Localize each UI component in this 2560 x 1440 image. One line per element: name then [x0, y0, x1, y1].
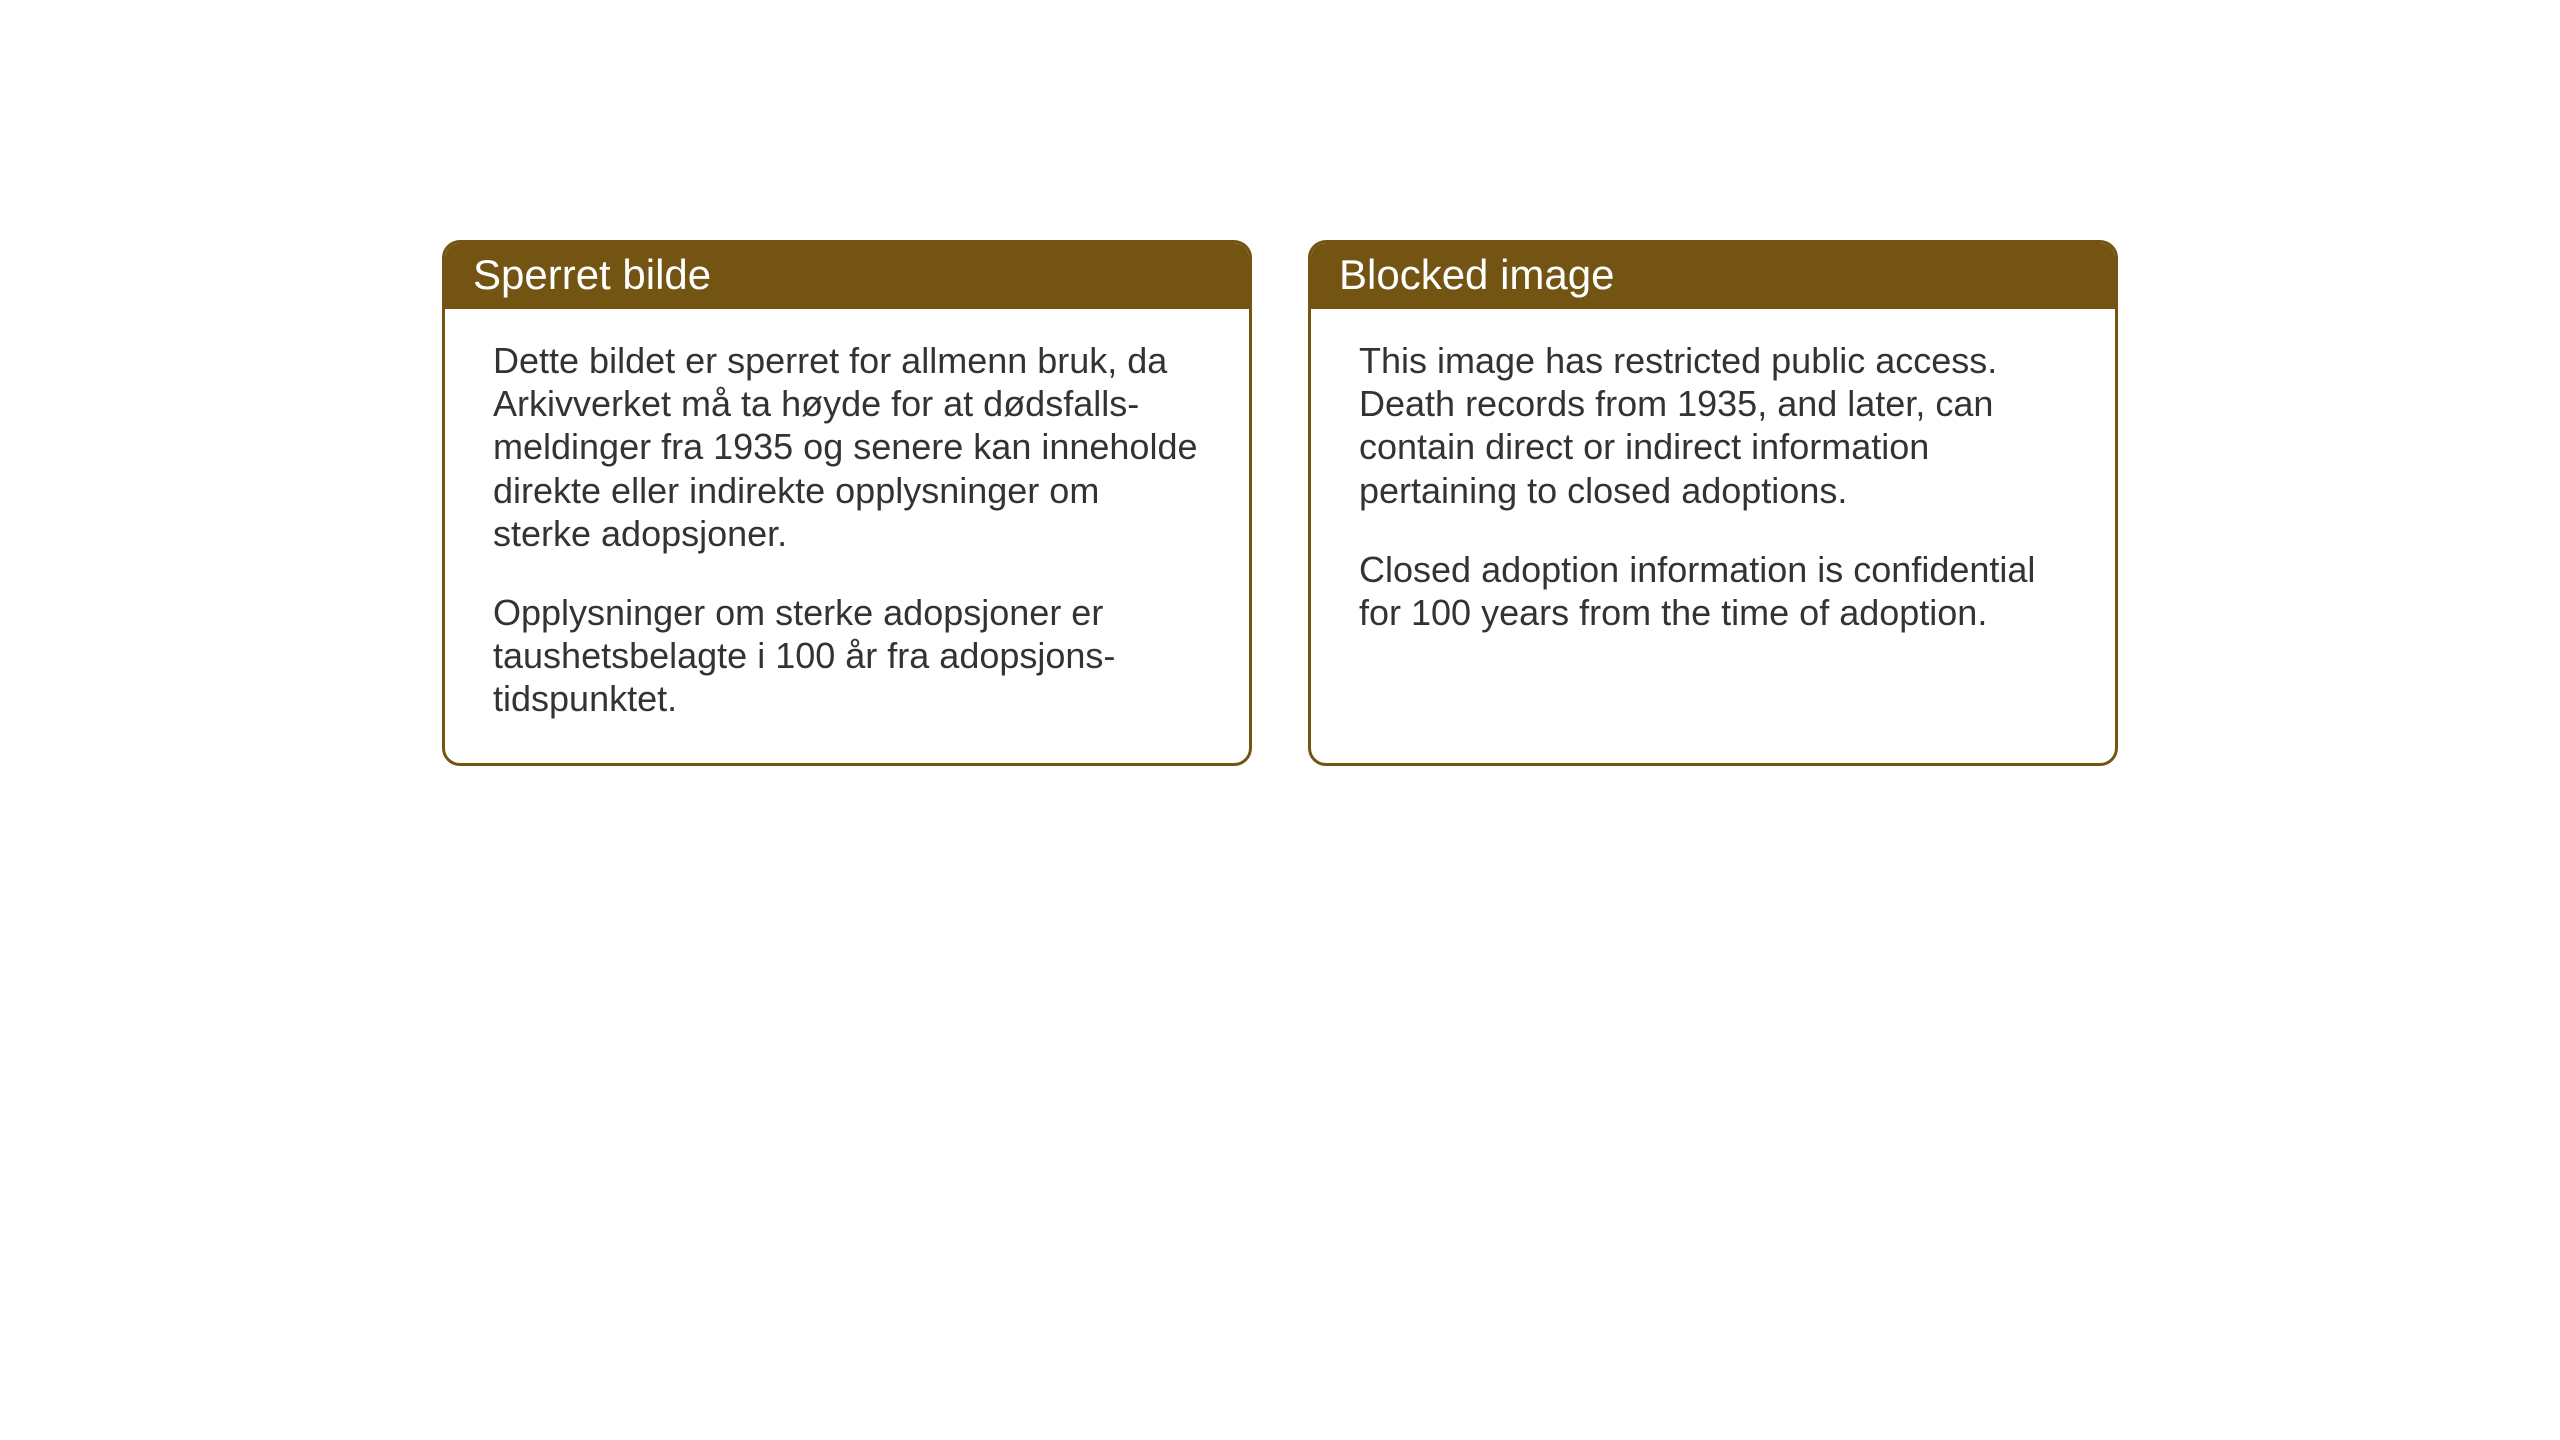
notice-header-english: Blocked image [1311, 243, 2115, 309]
notice-body-norwegian: Dette bildet er sperret for allmenn bruk… [445, 309, 1249, 763]
notice-paragraph: Closed adoption information is confident… [1359, 548, 2067, 634]
notice-body-english: This image has restricted public access.… [1311, 309, 2115, 676]
notice-header-norwegian: Sperret bilde [445, 243, 1249, 309]
notice-box-norwegian: Sperret bilde Dette bildet er sperret fo… [442, 240, 1252, 766]
notice-paragraph: This image has restricted public access.… [1359, 339, 2067, 512]
notice-paragraph: Dette bildet er sperret for allmenn bruk… [493, 339, 1201, 555]
notice-paragraph: Opplysninger om sterke adopsjoner er tau… [493, 591, 1201, 721]
notice-container: Sperret bilde Dette bildet er sperret fo… [442, 240, 2118, 766]
notice-box-english: Blocked image This image has restricted … [1308, 240, 2118, 766]
